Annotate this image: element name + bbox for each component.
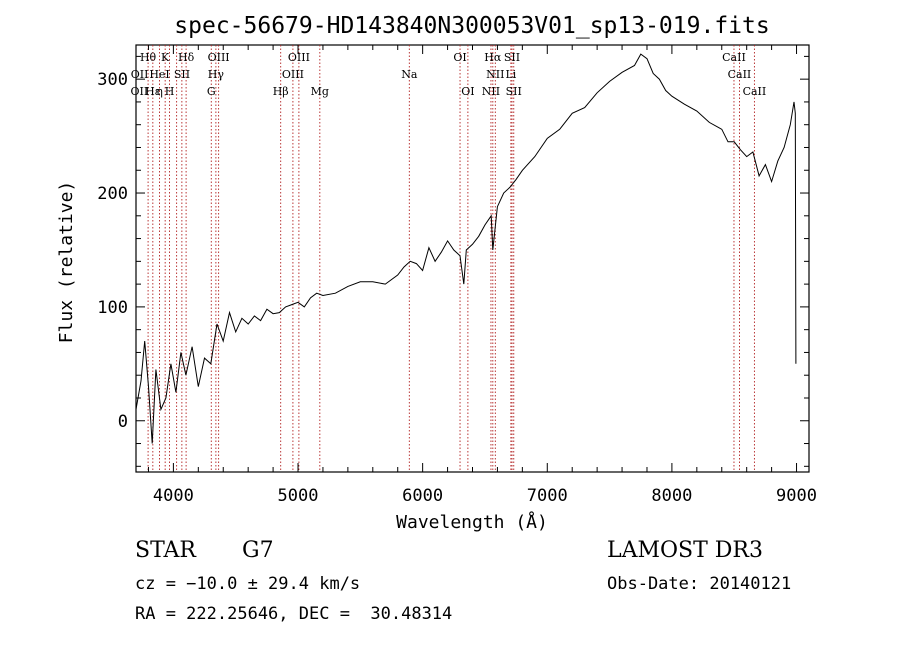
line-label-26: NII — [482, 85, 500, 98]
line-label-22: G — [207, 85, 216, 98]
survey-name: LAMOST DR3 — [607, 538, 763, 563]
plot-frame — [135, 44, 810, 473]
x-tick-label: 7000 — [527, 486, 568, 506]
x-tick-label: 5000 — [278, 486, 319, 506]
line-label-12: Hγ — [208, 68, 225, 81]
line-label-8: CaII — [722, 51, 746, 64]
line-label-16: Li — [505, 68, 516, 81]
redshift-cz: cz = −10.0 ± 29.4 km/s — [135, 574, 361, 594]
line-label-13: OIII — [282, 68, 304, 81]
line-label-25: OI — [461, 85, 474, 98]
spectral-class: STAR — [135, 538, 196, 563]
line-label-17: CaII — [728, 68, 752, 81]
line-label-2: Hδ — [178, 51, 195, 64]
line-label-0: Hθ — [140, 51, 157, 64]
emission-lines — [147, 45, 755, 472]
y-tick-label: 0 — [118, 412, 128, 432]
line-label-9: OII — [131, 68, 149, 81]
line-label-21: H — [165, 85, 175, 98]
x-tick-label: 6000 — [402, 486, 443, 506]
line-label-18: OII — [131, 85, 149, 98]
line-label-1: K — [161, 51, 170, 64]
line-label-7: SII — [504, 51, 520, 64]
line-label-5: OI — [453, 51, 466, 64]
x-axis-ticks: 4000 5000 6000 7000 8000 9000 — [147, 45, 817, 506]
line-label-27: SII — [506, 85, 522, 98]
line-label-19: Hε — [145, 85, 161, 98]
line-label-6: Hα — [484, 51, 502, 64]
spectral-subclass: G7 — [242, 538, 274, 563]
line-label-14: Na — [401, 68, 418, 81]
line-label-28: CaII — [743, 85, 767, 98]
x-tick-label: 4000 — [153, 486, 194, 506]
line-label-3: OIII — [208, 51, 230, 64]
spectrum-line — [135, 53, 797, 444]
y-tick-label: 300 — [97, 70, 128, 90]
line-label-10: HeI — [149, 68, 169, 81]
x-tick-label: 9000 — [776, 486, 817, 506]
x-axis-label: Wavelength (Å) — [396, 511, 548, 533]
y-axis-ticks: 0 100 200 300 — [97, 55, 809, 467]
y-axis-label: Flux (relative) — [56, 181, 77, 344]
line-label-23: Hβ — [273, 85, 289, 98]
line-label-15: NII — [486, 68, 504, 81]
chart-title: spec-56679-HD143840N300053V01_sp13-019.f… — [174, 13, 769, 39]
obs-date: Obs-Date: 20140121 — [607, 574, 792, 594]
ra-dec: RA = 222.25646, DEC = 30.48314 — [135, 604, 453, 624]
line-label-24: Mg — [311, 85, 329, 98]
x-tick-label: 8000 — [651, 486, 692, 506]
y-tick-label: 100 — [97, 298, 128, 318]
y-tick-label: 200 — [97, 184, 128, 204]
line-label-4: OIII — [288, 51, 310, 64]
line-label-11: SII — [174, 68, 190, 81]
line-label-20: η — [156, 85, 163, 98]
